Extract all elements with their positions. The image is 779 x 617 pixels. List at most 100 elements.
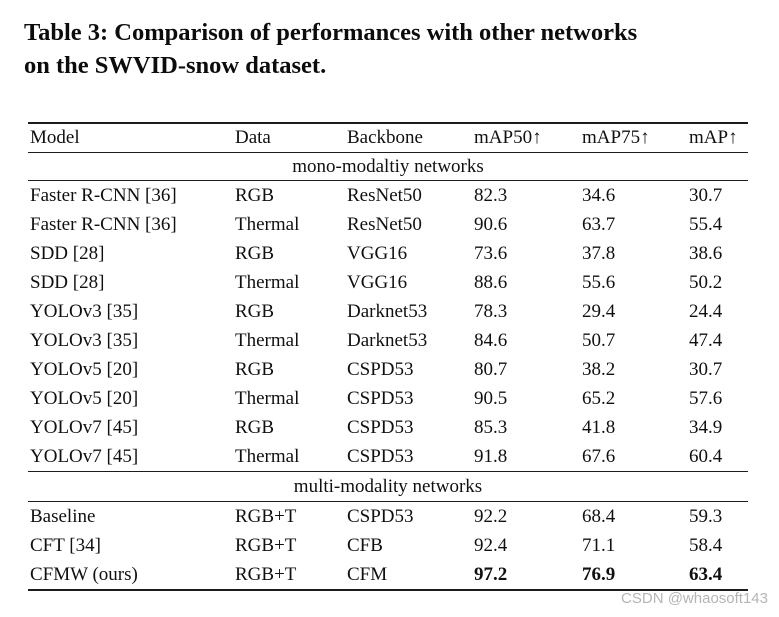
table-row: Faster R-CNN [36] Thermal ResNet50 90.6 … [28,210,748,239]
cell-map50: 84.6 [474,329,508,351]
cell-map: 47.4 [689,329,723,351]
table-row: YOLOv3 [35] RGB Darknet53 78.3 29.4 24.4 [28,297,748,326]
watermark: CSDN @whaosoft143 [621,590,768,607]
cell-map75: 68.4 [582,505,616,527]
cell-backbone: CFB [347,534,383,556]
cell-map75: 41.8 [582,416,616,438]
col-header-map75: mAP75↑ [582,127,650,148]
cell-backbone: ResNet50 [347,213,422,235]
cell-map: 30.7 [689,184,723,206]
table-row: SDD [28] Thermal VGG16 88.6 55.6 50.2 [28,268,748,297]
results-table: Model Data Backbone mAP50↑ mAP75↑ mAP↑ m… [28,122,748,591]
cell-model: YOLOv7 [45] [30,445,139,467]
cell-map50: 90.6 [474,213,508,235]
table-row: Baseline RGB+T CSPD53 92.2 68.4 59.3 [28,502,748,531]
cell-backbone: Darknet53 [347,300,428,322]
cell-map75: 50.7 [582,329,616,351]
cell-map: 59.3 [689,505,723,527]
col-header-backbone: Backbone [347,127,423,148]
cell-model: CFT [34] [30,534,101,556]
cell-map75: 37.8 [582,242,616,264]
cell-data: Thermal [235,445,300,467]
table-caption: Table 3: Comparison of performances with… [24,16,764,82]
cell-map50: 92.2 [474,505,508,527]
cell-data: RGB+T [235,534,297,556]
cell-model: Baseline [30,505,96,527]
cell-map: 60.4 [689,445,723,467]
col-header-map: mAP↑ [689,127,738,148]
cell-map50: 78.3 [474,300,508,322]
cell-map75: 63.7 [582,213,616,235]
cell-backbone: VGG16 [347,271,408,293]
cell-backbone: CSPD53 [347,416,414,438]
cell-map50: 92.4 [474,534,508,556]
cell-model: YOLOv3 [35] [30,300,139,322]
cell-model: YOLOv7 [45] [30,416,139,438]
cell-map75: 29.4 [582,300,616,322]
section-header-mono-modality: mono-modaltiy networks [292,156,484,177]
cell-map75: 55.6 [582,271,616,293]
cell-map75: 71.1 [582,534,616,556]
cell-map: 63.4 [689,563,723,585]
cell-backbone: CSPD53 [347,387,414,409]
cell-backbone: ResNet50 [347,184,422,206]
caption-line-2: on the SWVID-snow dataset. [24,52,327,79]
cell-model: Faster R-CNN [36] [30,184,177,206]
cell-model: CFMW (ours) [30,563,138,585]
cell-map: 34.9 [689,416,723,438]
cell-map50: 82.3 [474,184,508,206]
cell-map75: 38.2 [582,358,616,380]
cell-model: YOLOv3 [35] [30,329,139,351]
cell-data: RGB+T [235,563,297,585]
cell-data: RGB [235,416,275,438]
cell-map75: 34.6 [582,184,616,206]
cell-map50: 73.6 [474,242,508,264]
cell-data: Thermal [235,329,300,351]
table-row: SDD [28] RGB VGG16 73.6 37.8 38.6 [28,239,748,268]
table-row: Faster R-CNN [36] RGB ResNet50 82.3 34.6… [28,181,748,210]
cell-map75: 67.6 [582,445,616,467]
cell-data: Thermal [235,271,300,293]
col-header-data: Data [235,127,271,148]
cell-map: 55.4 [689,213,723,235]
cell-data: RGB [235,242,275,264]
cell-map75: 65.2 [582,387,616,409]
cell-model: SDD [28] [30,271,105,293]
cell-map50: 88.6 [474,271,508,293]
cell-backbone: Darknet53 [347,329,428,351]
cell-backbone: CSPD53 [347,445,414,467]
table-bottom-rule [28,589,748,591]
cell-backbone: CSPD53 [347,505,414,527]
cell-model: YOLOv5 [20] [30,387,139,409]
table-row-ours: CFMW (ours) RGB+T CFM 97.2 76.9 63.4 [28,560,748,589]
cell-map50: 85.3 [474,416,508,438]
table-row: YOLOv7 [45] Thermal CSPD53 91.8 67.6 60.… [28,442,748,471]
cell-backbone: CSPD53 [347,358,414,380]
cell-data: Thermal [235,213,300,235]
cell-model: Faster R-CNN [36] [30,213,177,235]
col-header-model: Model [30,127,80,148]
table-row: YOLOv7 [45] RGB CSPD53 85.3 41.8 34.9 [28,413,748,442]
cell-map: 57.6 [689,387,723,409]
caption-line-1: Table 3: Comparison of performances with… [24,19,638,46]
cell-data: RGB+T [235,505,297,527]
cell-data: RGB [235,184,275,206]
table-row: YOLOv5 [20] Thermal CSPD53 90.5 65.2 57.… [28,384,748,413]
section2-bottom-rule [28,501,748,502]
cell-model: SDD [28] [30,242,105,264]
table-header-row: Model Data Backbone mAP50↑ mAP75↑ mAP↑ [28,124,748,152]
cell-backbone: CFM [347,563,388,585]
cell-map75: 76.9 [582,563,616,585]
section2-top-rule [28,471,748,472]
col-header-map50: mAP50↑ [474,127,542,148]
cell-map: 30.7 [689,358,723,380]
cell-data: Thermal [235,387,300,409]
cell-map50: 80.7 [474,358,508,380]
cell-map50: 90.5 [474,387,508,409]
header-bottom-rule [28,152,748,153]
cell-map50: 97.2 [474,563,508,585]
table-row: CFT [34] RGB+T CFB 92.4 71.1 58.4 [28,531,748,560]
cell-backbone: VGG16 [347,242,408,264]
cell-model: YOLOv5 [20] [30,358,139,380]
